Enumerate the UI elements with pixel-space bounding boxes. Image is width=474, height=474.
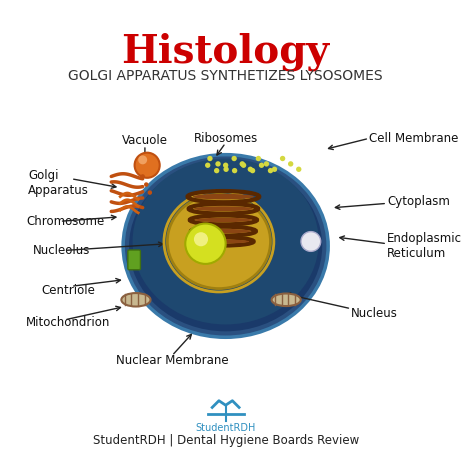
- Text: Endoplasmic
Reticulum: Endoplasmic Reticulum: [387, 232, 462, 260]
- Circle shape: [205, 163, 210, 168]
- Circle shape: [268, 168, 273, 173]
- Circle shape: [259, 163, 264, 168]
- Text: Histology: Histology: [121, 33, 330, 72]
- Text: Mitochondrion: Mitochondrion: [26, 316, 110, 328]
- Text: Vacuole: Vacuole: [122, 134, 168, 147]
- Circle shape: [264, 161, 269, 166]
- Ellipse shape: [272, 293, 301, 306]
- Text: StudentRDH | Dental Hygiene Boards Review: StudentRDH | Dental Hygiene Boards Revie…: [92, 434, 359, 447]
- Text: Cell Membrane: Cell Membrane: [369, 132, 458, 145]
- Circle shape: [296, 166, 301, 172]
- Ellipse shape: [195, 218, 252, 222]
- Circle shape: [239, 161, 245, 166]
- Ellipse shape: [127, 158, 324, 333]
- Ellipse shape: [133, 158, 319, 325]
- Ellipse shape: [121, 153, 330, 339]
- Circle shape: [232, 168, 237, 173]
- Text: GOLGI APPARATUS SYNTHETIZES LYSOSOMES: GOLGI APPARATUS SYNTHETIZES LYSOSOMES: [68, 69, 383, 83]
- Circle shape: [250, 168, 255, 173]
- Circle shape: [144, 182, 148, 187]
- Ellipse shape: [198, 239, 249, 244]
- Text: Nucleus: Nucleus: [351, 307, 398, 320]
- Text: Chromosome: Chromosome: [26, 215, 104, 228]
- Ellipse shape: [196, 229, 251, 233]
- Circle shape: [247, 166, 253, 172]
- Text: Ribosomes: Ribosomes: [193, 132, 258, 145]
- Text: Nuclear Membrane: Nuclear Membrane: [116, 354, 228, 367]
- Circle shape: [140, 174, 145, 179]
- Ellipse shape: [194, 232, 208, 246]
- Circle shape: [272, 166, 277, 172]
- Circle shape: [138, 155, 147, 164]
- Circle shape: [288, 161, 293, 166]
- Circle shape: [255, 156, 261, 161]
- Circle shape: [223, 163, 228, 168]
- Circle shape: [147, 191, 152, 195]
- FancyBboxPatch shape: [128, 250, 140, 270]
- Text: Golgi
Apparatus: Golgi Apparatus: [28, 169, 89, 197]
- Circle shape: [207, 156, 213, 161]
- Circle shape: [223, 166, 229, 172]
- Circle shape: [135, 153, 160, 178]
- Ellipse shape: [194, 206, 253, 211]
- Text: Nucleolus: Nucleolus: [33, 244, 90, 257]
- Circle shape: [215, 161, 221, 166]
- Circle shape: [241, 163, 246, 168]
- Text: Centriole: Centriole: [42, 284, 96, 297]
- Circle shape: [214, 168, 219, 173]
- Text: Cytoplasm: Cytoplasm: [387, 195, 450, 208]
- Circle shape: [280, 156, 285, 161]
- Circle shape: [301, 232, 321, 251]
- Ellipse shape: [185, 224, 226, 264]
- Ellipse shape: [193, 194, 254, 200]
- Circle shape: [231, 156, 237, 161]
- Ellipse shape: [121, 293, 151, 307]
- Ellipse shape: [167, 194, 271, 289]
- Text: StudentRDH: StudentRDH: [195, 423, 256, 433]
